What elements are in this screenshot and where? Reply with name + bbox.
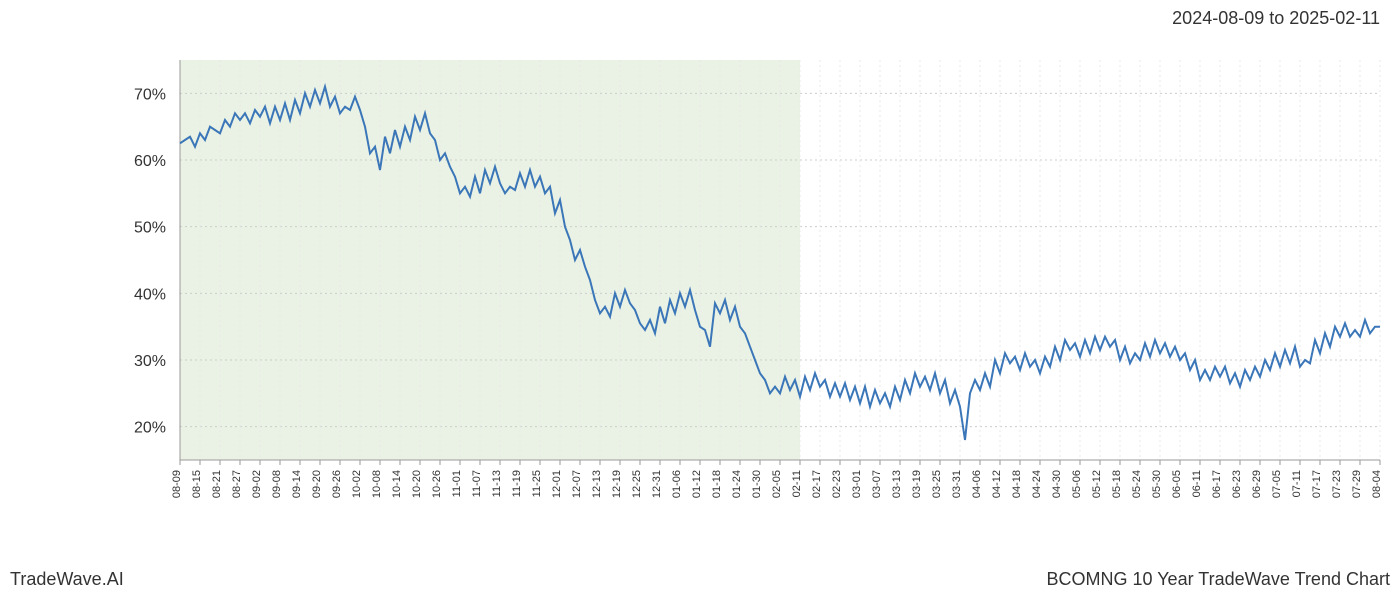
- x-tick-label: 10-14: [391, 470, 403, 498]
- x-tick-label: 03-13: [891, 470, 903, 498]
- x-tick-label: 06-23: [1231, 470, 1243, 498]
- x-tick-label: 12-25: [631, 470, 643, 498]
- x-tick-label: 07-05: [1271, 470, 1283, 498]
- x-tick-label: 07-29: [1351, 470, 1363, 498]
- shaded-period: [180, 60, 800, 460]
- x-tick-label: 03-25: [931, 470, 943, 498]
- x-tick-label: 04-12: [991, 470, 1003, 498]
- x-tick-label: 11-01: [451, 470, 463, 497]
- x-tick-label: 08-04: [1371, 470, 1383, 498]
- x-tick-label: 06-05: [1171, 470, 1183, 498]
- x-tick-label: 05-06: [1071, 470, 1083, 498]
- x-tick-label: 05-24: [1131, 470, 1143, 498]
- x-tick-label: 10-02: [351, 470, 363, 498]
- x-tick-label: 12-13: [591, 470, 603, 498]
- x-tick-label: 09-08: [271, 470, 283, 498]
- x-tick-label: 11-25: [531, 470, 543, 497]
- date-range-label: 2024-08-09 to 2025-02-11: [1172, 8, 1380, 29]
- y-tick-label: 60%: [134, 153, 166, 170]
- x-tick-label: 01-12: [691, 470, 703, 498]
- y-tick-label: 30%: [134, 353, 166, 370]
- x-tick-label: 09-20: [311, 470, 323, 498]
- x-tick-label: 12-07: [571, 470, 583, 498]
- x-tick-label: 01-06: [671, 470, 683, 498]
- x-tick-label: 12-01: [551, 470, 563, 498]
- x-tick-label: 05-12: [1091, 470, 1103, 498]
- x-tick-label: 09-14: [291, 470, 303, 498]
- x-tick-label: 10-20: [411, 470, 423, 498]
- x-tick-label: 02-11: [791, 470, 803, 497]
- x-tick-label: 06-11: [1191, 470, 1203, 497]
- x-tick-label: 04-06: [971, 470, 983, 498]
- x-tick-label: 08-21: [211, 470, 223, 498]
- x-tick-label: 08-15: [191, 470, 203, 498]
- chart-svg: 20% 30% 40% 50% 60% 70% 08-09 08-15 08-21 08-27 09…: [0, 40, 1400, 550]
- x-tick-label: 10-26: [431, 470, 443, 498]
- x-tick-label: 06-29: [1251, 470, 1263, 498]
- y-tick-label: 40%: [134, 286, 166, 303]
- x-tick-label: 01-30: [751, 470, 763, 498]
- x-tick-label: 09-02: [251, 470, 263, 498]
- x-tick-label: 10-08: [371, 470, 383, 498]
- x-tick-label: 03-31: [951, 470, 963, 498]
- x-tick-label: 03-07: [871, 470, 883, 498]
- x-tick-label: 04-30: [1051, 470, 1063, 498]
- x-tick-label: 03-01: [851, 470, 863, 498]
- x-tick-label: 02-17: [811, 470, 823, 498]
- x-tick-label: 11-19: [511, 470, 523, 497]
- brand-label: TradeWave.AI: [10, 569, 124, 590]
- x-tick-label: 07-11: [1291, 470, 1303, 497]
- x-tick-label: 05-30: [1151, 470, 1163, 498]
- x-tick-label: 04-18: [1011, 470, 1023, 498]
- x-tick-label: 01-18: [711, 470, 723, 498]
- x-tick-label: 02-23: [831, 470, 843, 498]
- x-tick-label: 01-24: [731, 470, 743, 498]
- x-tick-label: 06-17: [1211, 470, 1223, 498]
- y-tick-label: 20%: [134, 420, 166, 437]
- y-tick-label: 70%: [134, 86, 166, 103]
- x-tick-label: 04-24: [1031, 470, 1043, 498]
- x-tick-label: 08-09: [171, 470, 183, 498]
- x-tick-label: 11-07: [471, 470, 483, 497]
- x-tick-label: 07-17: [1311, 470, 1323, 498]
- x-tick-label: 09-26: [331, 470, 343, 498]
- x-tick-label: 03-19: [911, 470, 923, 498]
- x-tick-label: 07-23: [1331, 470, 1343, 498]
- x-tick-label: 12-31: [651, 470, 663, 498]
- x-tick-label: 08-27: [231, 470, 243, 498]
- trend-chart: 20% 30% 40% 50% 60% 70% 08-09 08-15 08-21 08-27 09…: [0, 40, 1400, 550]
- x-tick-label: 12-19: [611, 470, 623, 498]
- x-tick-label: 02-05: [771, 470, 783, 498]
- y-tick-label: 50%: [134, 220, 166, 237]
- x-tick-label: 11-13: [491, 470, 503, 497]
- x-tick-label: 05-18: [1111, 470, 1123, 498]
- chart-title: BCOMNG 10 Year TradeWave Trend Chart: [1047, 569, 1391, 590]
